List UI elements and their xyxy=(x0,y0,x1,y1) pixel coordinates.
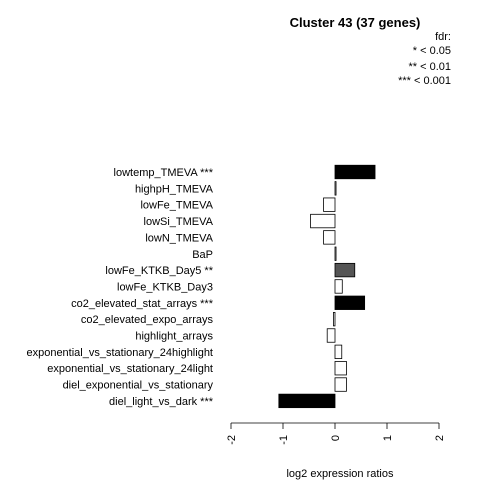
bar-8 xyxy=(334,295,366,310)
x-tick-label-1: -1 xyxy=(278,435,290,445)
legend-entry-2: ** < 0.01 xyxy=(408,61,451,73)
category-label-10: highlight_arrays xyxy=(135,331,213,343)
category-label-3: lowSi_TMEVA xyxy=(144,216,214,228)
category-label-1: highpH_TMEVA xyxy=(135,183,214,195)
bar-10 xyxy=(326,328,336,343)
bar-14 xyxy=(278,393,336,409)
category-label-4: lowN_TMEVA xyxy=(145,232,213,244)
bar-7 xyxy=(334,279,343,294)
category-label-2: lowFe_TMEVA xyxy=(140,200,213,212)
bar-6 xyxy=(334,262,356,278)
legend-title: fdr: xyxy=(435,31,451,43)
category-label-6: lowFe_KTKB_Day5 ** xyxy=(105,265,213,277)
category-label-9: co2_elevated_expo_arrays xyxy=(81,314,214,326)
bar-5 xyxy=(334,246,337,261)
bar-12 xyxy=(334,361,347,376)
category-labels: lowtemp_TMEVA *** highpH_TMEVA lowFe_TMEVA… xyxy=(26,167,213,408)
bar-11 xyxy=(334,344,343,360)
bar-0 xyxy=(334,164,376,180)
category-label-0: lowtemp_TMEVA *** xyxy=(114,167,214,179)
bar-3 xyxy=(310,213,336,229)
category-label-14: diel_light_vs_dark *** xyxy=(109,396,214,408)
x-tick-label-3: 1 xyxy=(382,435,394,441)
legend-entry-3: *** < 0.001 xyxy=(398,75,451,87)
bar-1 xyxy=(334,181,337,196)
x-axis: -2 -1 0 1 2 xyxy=(226,422,446,445)
category-label-11: exponential_vs_stationary_24highlight xyxy=(26,347,213,359)
chart-title: Cluster 43 (37 genes) xyxy=(290,15,421,30)
category-label-7: lowFe_KTKB_Day3 xyxy=(117,281,213,293)
bar-9 xyxy=(333,311,336,327)
bar-13 xyxy=(334,377,347,392)
bar-4 xyxy=(323,230,336,245)
x-tick-label-4: 2 xyxy=(434,435,446,441)
bars-group xyxy=(278,164,376,409)
category-label-5: BaP xyxy=(192,249,213,261)
x-axis-label: log2 expression ratios xyxy=(286,468,394,480)
x-tick-label-2: 0 xyxy=(330,435,342,441)
x-tick-label-0: -2 xyxy=(226,435,238,445)
category-label-13: diel_exponential_vs_stationary xyxy=(63,380,214,392)
category-label-8: co2_elevated_stat_arrays *** xyxy=(71,298,214,310)
legend-entry-1: * < 0.05 xyxy=(413,45,451,57)
category-label-12: exponential_vs_stationary_24light xyxy=(47,363,213,375)
bar-2 xyxy=(323,197,336,212)
